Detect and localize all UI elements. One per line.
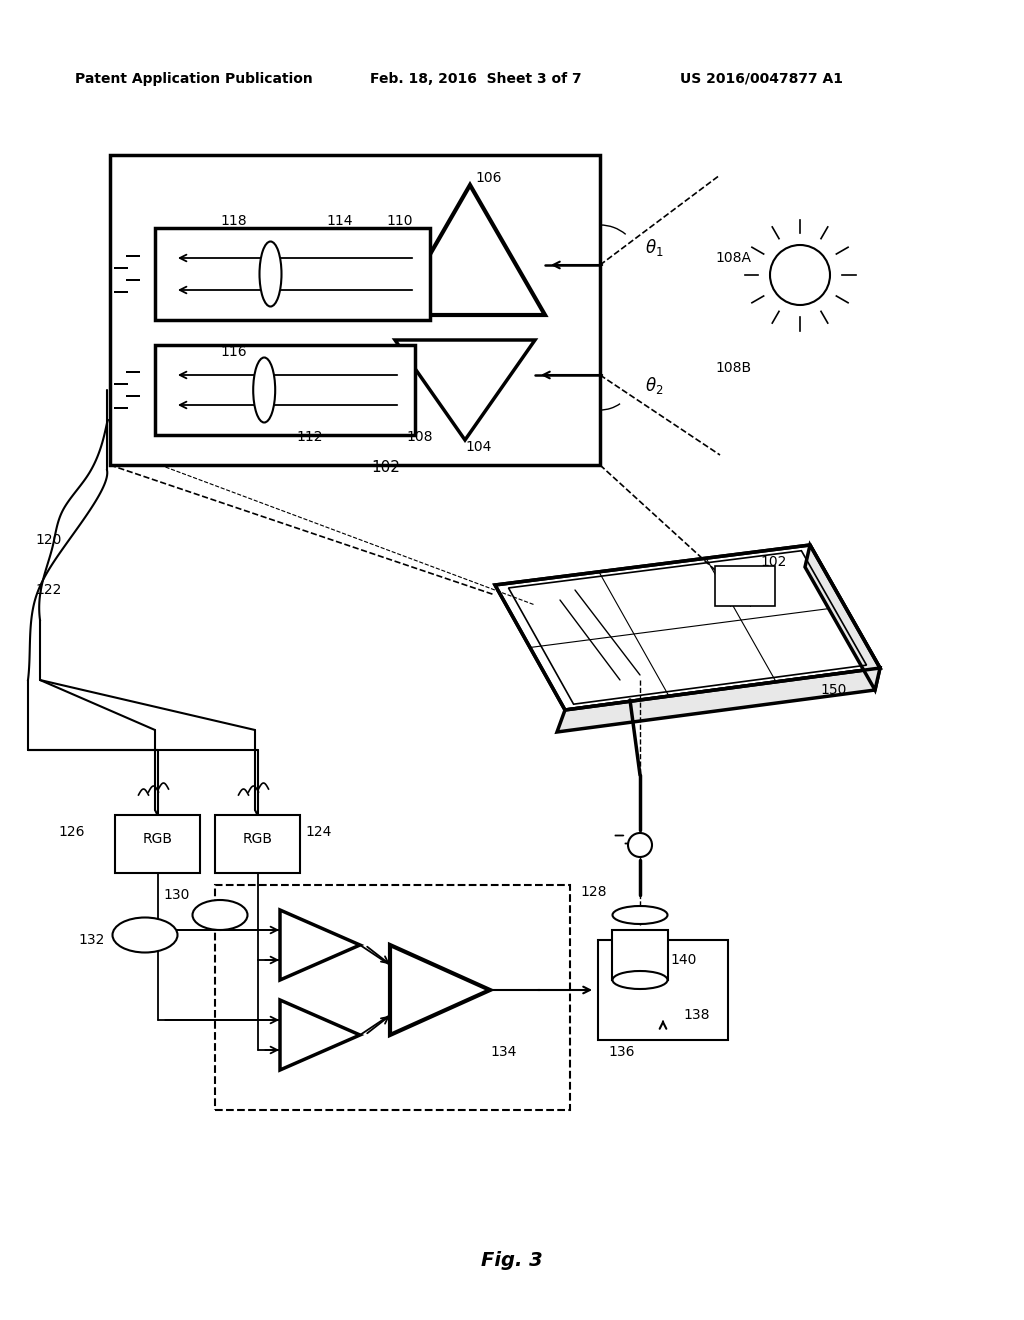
Text: 138: 138	[683, 1008, 710, 1022]
Text: 128: 128	[580, 884, 606, 899]
Circle shape	[628, 833, 652, 857]
Text: $\theta_1$: $\theta_1$	[645, 238, 664, 259]
Ellipse shape	[113, 917, 177, 953]
Circle shape	[770, 246, 830, 305]
Bar	[715, 566, 775, 606]
Polygon shape	[280, 909, 360, 979]
Polygon shape	[280, 1001, 360, 1071]
Text: 122: 122	[35, 583, 61, 597]
Bar	[612, 931, 668, 979]
Bar	[215, 884, 570, 1110]
Bar	[155, 345, 415, 436]
Text: Feb. 18, 2016  Sheet 3 of 7: Feb. 18, 2016 Sheet 3 of 7	[370, 73, 582, 86]
Text: 126: 126	[58, 825, 85, 840]
Text: -: -	[298, 1045, 302, 1060]
Text: 108: 108	[407, 430, 433, 444]
Bar	[110, 154, 600, 465]
Text: 118: 118	[220, 214, 247, 228]
Text: 130: 130	[164, 888, 190, 902]
Text: 140: 140	[670, 953, 696, 968]
Text: Patent Application Publication: Patent Application Publication	[75, 73, 312, 86]
Text: RGB: RGB	[142, 832, 172, 846]
Ellipse shape	[612, 972, 668, 989]
Ellipse shape	[253, 358, 275, 422]
Text: 150: 150	[820, 682, 847, 697]
Bar	[115, 814, 200, 873]
Polygon shape	[805, 545, 880, 690]
Text: 102: 102	[372, 459, 400, 475]
Text: US 2016/0047877 A1: US 2016/0047877 A1	[680, 73, 843, 86]
Text: RGB: RGB	[243, 832, 272, 846]
Text: $\theta_2$: $\theta_2$	[645, 375, 664, 396]
Text: 112: 112	[297, 430, 324, 444]
Text: 108A: 108A	[715, 251, 751, 265]
Polygon shape	[390, 945, 490, 1035]
Polygon shape	[395, 185, 545, 315]
Polygon shape	[495, 545, 880, 710]
Text: +: +	[294, 927, 306, 940]
Bar	[598, 940, 728, 1040]
Text: 132: 132	[79, 933, 105, 946]
Text: 136: 136	[608, 1045, 635, 1059]
Text: 124: 124	[305, 825, 332, 840]
Text: 108B: 108B	[715, 360, 752, 375]
Text: +: +	[407, 965, 418, 979]
Text: Fig. 3: Fig. 3	[481, 1250, 543, 1270]
Polygon shape	[395, 341, 535, 440]
Polygon shape	[557, 668, 880, 733]
Text: 114: 114	[327, 214, 353, 228]
Text: 102: 102	[760, 554, 786, 569]
Text: 116: 116	[220, 345, 247, 359]
Ellipse shape	[259, 242, 282, 306]
Text: +: +	[294, 1016, 306, 1030]
Ellipse shape	[612, 906, 668, 924]
Ellipse shape	[193, 900, 248, 931]
Bar	[155, 228, 430, 319]
Text: -: -	[410, 1001, 415, 1015]
Text: 134: 134	[490, 1045, 516, 1059]
Text: 104: 104	[465, 440, 492, 454]
Text: 120: 120	[35, 533, 61, 546]
Bar	[215, 814, 300, 873]
Text: 110: 110	[387, 214, 414, 228]
Text: 106: 106	[475, 172, 502, 185]
Text: -: -	[298, 956, 302, 970]
